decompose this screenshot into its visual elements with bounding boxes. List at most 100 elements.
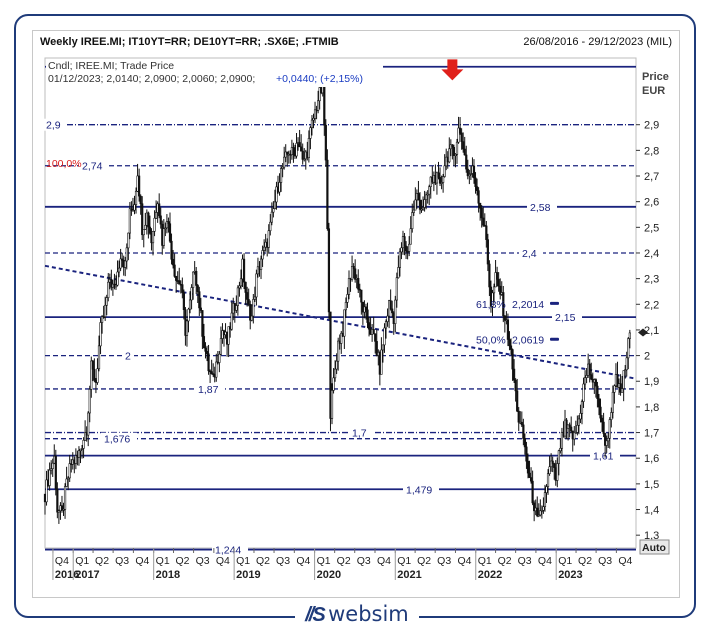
candle-body — [582, 383, 585, 402]
x-quarter-label: Q2 — [498, 555, 512, 567]
candle-body — [104, 304, 107, 318]
candle-body — [346, 294, 349, 303]
y-tick-label: 2,3 — [644, 274, 659, 286]
x-quarter-label: Q3 — [518, 555, 532, 567]
x-quarter-label: Q3 — [437, 555, 451, 567]
candle-body — [131, 209, 135, 212]
candle-body — [443, 165, 446, 177]
y-axis-title-line2: EUR — [642, 85, 665, 97]
candle-body — [381, 344, 385, 351]
level-label: 2,4 — [522, 248, 537, 260]
candle-body — [259, 258, 263, 270]
candle-body — [420, 208, 423, 211]
candle-body — [395, 277, 398, 301]
candle-body — [51, 462, 54, 470]
candle-body — [147, 212, 150, 228]
candle-body — [256, 266, 260, 275]
candle-body — [227, 326, 230, 345]
candle-body — [494, 272, 497, 288]
candle-body — [273, 201, 277, 209]
candle-body — [570, 426, 573, 432]
candle-body — [565, 419, 568, 429]
candle-body — [511, 349, 514, 370]
candle-body — [540, 510, 543, 512]
candle-body — [499, 285, 502, 295]
x-year-label: 2018 — [156, 569, 180, 581]
chart-title: Weekly IREE.MI; IT10YT=RR; DE10YT=RR; .S… — [40, 36, 339, 48]
candle-body — [488, 263, 491, 288]
candle-body — [573, 432, 576, 440]
candle-body — [610, 412, 613, 420]
candle-body — [491, 292, 494, 307]
level-label-bg — [349, 426, 373, 439]
x-quarter-label: Q2 — [578, 555, 592, 567]
candle-body — [90, 360, 93, 390]
x-year-label: 2020 — [317, 569, 341, 581]
level-label: 1,479 — [406, 484, 432, 496]
x-quarter-label: Q3 — [276, 555, 290, 567]
candle-body — [517, 410, 520, 423]
candle-body — [82, 439, 85, 449]
candle-body — [210, 371, 213, 374]
candle-body — [588, 363, 591, 375]
candle-body — [391, 308, 394, 314]
candle-body — [543, 492, 547, 508]
candle-body — [448, 148, 451, 163]
candle-body — [74, 455, 77, 464]
candle-body — [364, 306, 368, 311]
candle-body — [218, 353, 221, 363]
candle-body — [380, 349, 383, 375]
candle-body — [604, 433, 607, 446]
candle-body — [585, 375, 588, 378]
candle-body — [463, 148, 466, 156]
candle-body — [440, 182, 443, 184]
plot-area — [44, 57, 637, 549]
candle-body — [621, 388, 624, 393]
auto-scale-button[interactable]: Auto — [642, 542, 666, 554]
candle-body — [207, 353, 210, 372]
level-label-bg — [519, 246, 543, 259]
x-quarter-label: Q2 — [337, 555, 351, 567]
candle-body — [607, 437, 610, 442]
candle-body — [596, 385, 599, 400]
candle-body — [159, 215, 162, 225]
candle-body — [168, 223, 172, 242]
candle-body — [134, 190, 138, 205]
candle-body — [50, 468, 53, 471]
candle-body — [442, 176, 445, 183]
trendline — [44, 264, 637, 380]
x-year-label: 2021 — [397, 569, 421, 581]
candle-body — [404, 245, 408, 252]
x-quarter-label: Q1 — [397, 555, 411, 567]
candle-body — [80, 448, 84, 450]
candle-body — [455, 141, 459, 155]
candle-body — [611, 391, 614, 413]
candle-body — [181, 284, 184, 293]
candle-body — [171, 258, 175, 266]
last-price-marker-icon — [638, 328, 648, 337]
candle-body — [332, 377, 335, 391]
x-quarter-label: Q1 — [75, 555, 89, 567]
candle-body — [247, 299, 250, 305]
candle-body — [435, 172, 439, 184]
candle-body — [590, 374, 593, 380]
candle-body — [244, 281, 247, 293]
candle-body — [54, 455, 57, 490]
x-quarter-label: Q3 — [357, 555, 371, 567]
candle-body — [375, 341, 378, 356]
level-label-bg — [552, 311, 582, 324]
candle-body — [594, 379, 597, 387]
candle-body — [201, 310, 204, 337]
candle-body — [400, 247, 403, 253]
fib-label: 100,0% — [46, 158, 82, 170]
candle-body — [579, 413, 582, 420]
candle-body — [409, 228, 412, 245]
candle-body — [62, 509, 65, 511]
candle-body — [144, 224, 147, 230]
fib-value: 2,2014 — [512, 299, 544, 311]
candle-body — [619, 383, 622, 393]
candle-body — [384, 321, 388, 329]
candle-body — [545, 486, 548, 493]
candle-body — [278, 182, 281, 193]
